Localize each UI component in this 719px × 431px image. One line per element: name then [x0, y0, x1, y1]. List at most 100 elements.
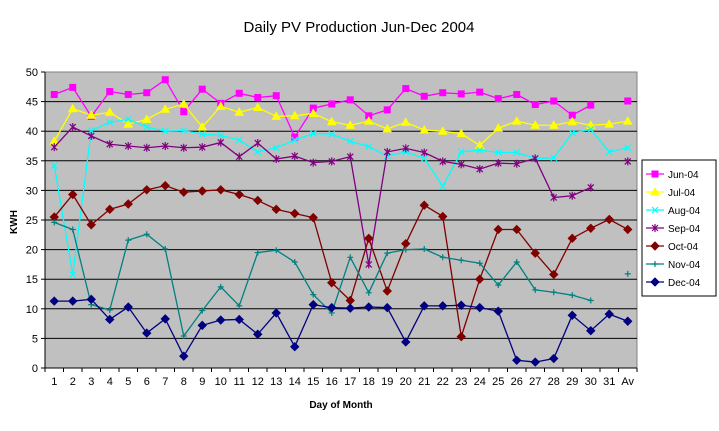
data-point: [586, 325, 596, 336]
data-point: [106, 306, 113, 313]
data-point: [549, 353, 559, 364]
data-point: [160, 314, 170, 324]
data-point: [273, 247, 280, 254]
data-point: [532, 286, 539, 293]
data-point: [549, 269, 559, 280]
series-sep-04: [50, 123, 632, 269]
data-point: [604, 119, 615, 128]
data-point: [50, 90, 58, 98]
data-point: [494, 95, 502, 103]
data-point: [624, 144, 632, 152]
data-point: [457, 90, 465, 98]
legend-label: Dec-04: [668, 278, 701, 289]
legend-marker: [650, 277, 660, 287]
data-point: [180, 108, 188, 116]
data-point: [476, 146, 484, 154]
data-point: [494, 149, 502, 156]
y-tick-label: 50: [26, 67, 38, 79]
data-point: [310, 291, 317, 298]
data-point: [328, 157, 336, 166]
data-point: [104, 107, 115, 116]
data-point: [365, 289, 372, 296]
data-point: [383, 106, 391, 114]
data-point: [439, 157, 447, 166]
data-point: [142, 328, 152, 338]
data-point: [494, 159, 502, 168]
data-point: [474, 140, 485, 149]
data-point: [289, 110, 300, 120]
x-tick-label: 16: [326, 376, 338, 388]
data-point: [271, 204, 281, 215]
data-point: [234, 189, 244, 200]
series-nov-04: [51, 219, 631, 340]
data-point: [513, 259, 520, 266]
data-point: [179, 351, 189, 361]
x-tick-label: 20: [400, 376, 412, 388]
data-point: [586, 223, 596, 233]
data-point: [162, 246, 169, 253]
data-point: [87, 131, 95, 140]
data-point: [402, 144, 410, 153]
data-point: [106, 118, 114, 126]
x-tick-label: 13: [270, 376, 282, 388]
series-jul-04: [49, 98, 633, 149]
y-tick-label: 15: [26, 274, 38, 286]
data-point: [567, 116, 578, 126]
data-point: [216, 185, 226, 195]
data-point: [512, 355, 522, 366]
legend-item: Dec-04: [646, 277, 701, 289]
legend-item: Oct-04: [646, 241, 698, 253]
data-point: [143, 143, 151, 152]
data-point: [252, 102, 263, 112]
data-point: [493, 306, 503, 316]
y-tick-label: 30: [26, 185, 38, 197]
legend-item: Jul-04: [646, 186, 696, 199]
data-point: [530, 120, 541, 129]
data-point: [384, 250, 391, 257]
x-tick-label: 8: [181, 376, 187, 388]
data-point: [291, 136, 299, 144]
data-point: [604, 309, 614, 319]
data-point: [328, 130, 336, 138]
legend-label: Oct-04: [668, 242, 698, 253]
data-point: [235, 152, 243, 161]
data-point: [235, 136, 243, 144]
legend-item: Nov-04: [646, 260, 701, 271]
x-tick-label: 1: [51, 376, 57, 388]
x-tick-label: 25: [492, 376, 504, 388]
legend-item: Jun-04: [646, 170, 699, 181]
data-point: [587, 125, 595, 133]
data-point: [550, 289, 557, 296]
data-point: [86, 294, 96, 305]
data-point: [51, 219, 58, 226]
legend-marker: [651, 224, 659, 232]
x-tick-label: 22: [437, 376, 449, 388]
legend-marker: [650, 186, 660, 196]
data-point: [67, 103, 78, 113]
data-point: [291, 152, 299, 161]
x-tick-label: 11: [234, 376, 245, 388]
y-axis-label: KWH: [9, 210, 20, 234]
data-point: [87, 127, 95, 135]
y-tick-label: 20: [26, 245, 38, 257]
data-point: [180, 127, 188, 135]
data-point: [457, 148, 465, 156]
data-point: [382, 123, 393, 133]
data-point: [365, 260, 373, 269]
y-tick-label: 0: [32, 363, 38, 375]
legend-marker: [651, 170, 659, 178]
data-point: [143, 89, 151, 97]
data-point: [513, 90, 521, 98]
data-point: [69, 83, 77, 91]
data-point: [550, 154, 558, 162]
data-point: [160, 180, 170, 191]
data-point: [456, 128, 467, 138]
x-axis-label: Day of Month: [309, 400, 372, 411]
x-tick-label: 3: [88, 376, 94, 388]
data-point: [234, 107, 245, 116]
data-point: [160, 104, 171, 113]
y-tick-label: 35: [26, 156, 38, 168]
data-point: [604, 214, 614, 225]
